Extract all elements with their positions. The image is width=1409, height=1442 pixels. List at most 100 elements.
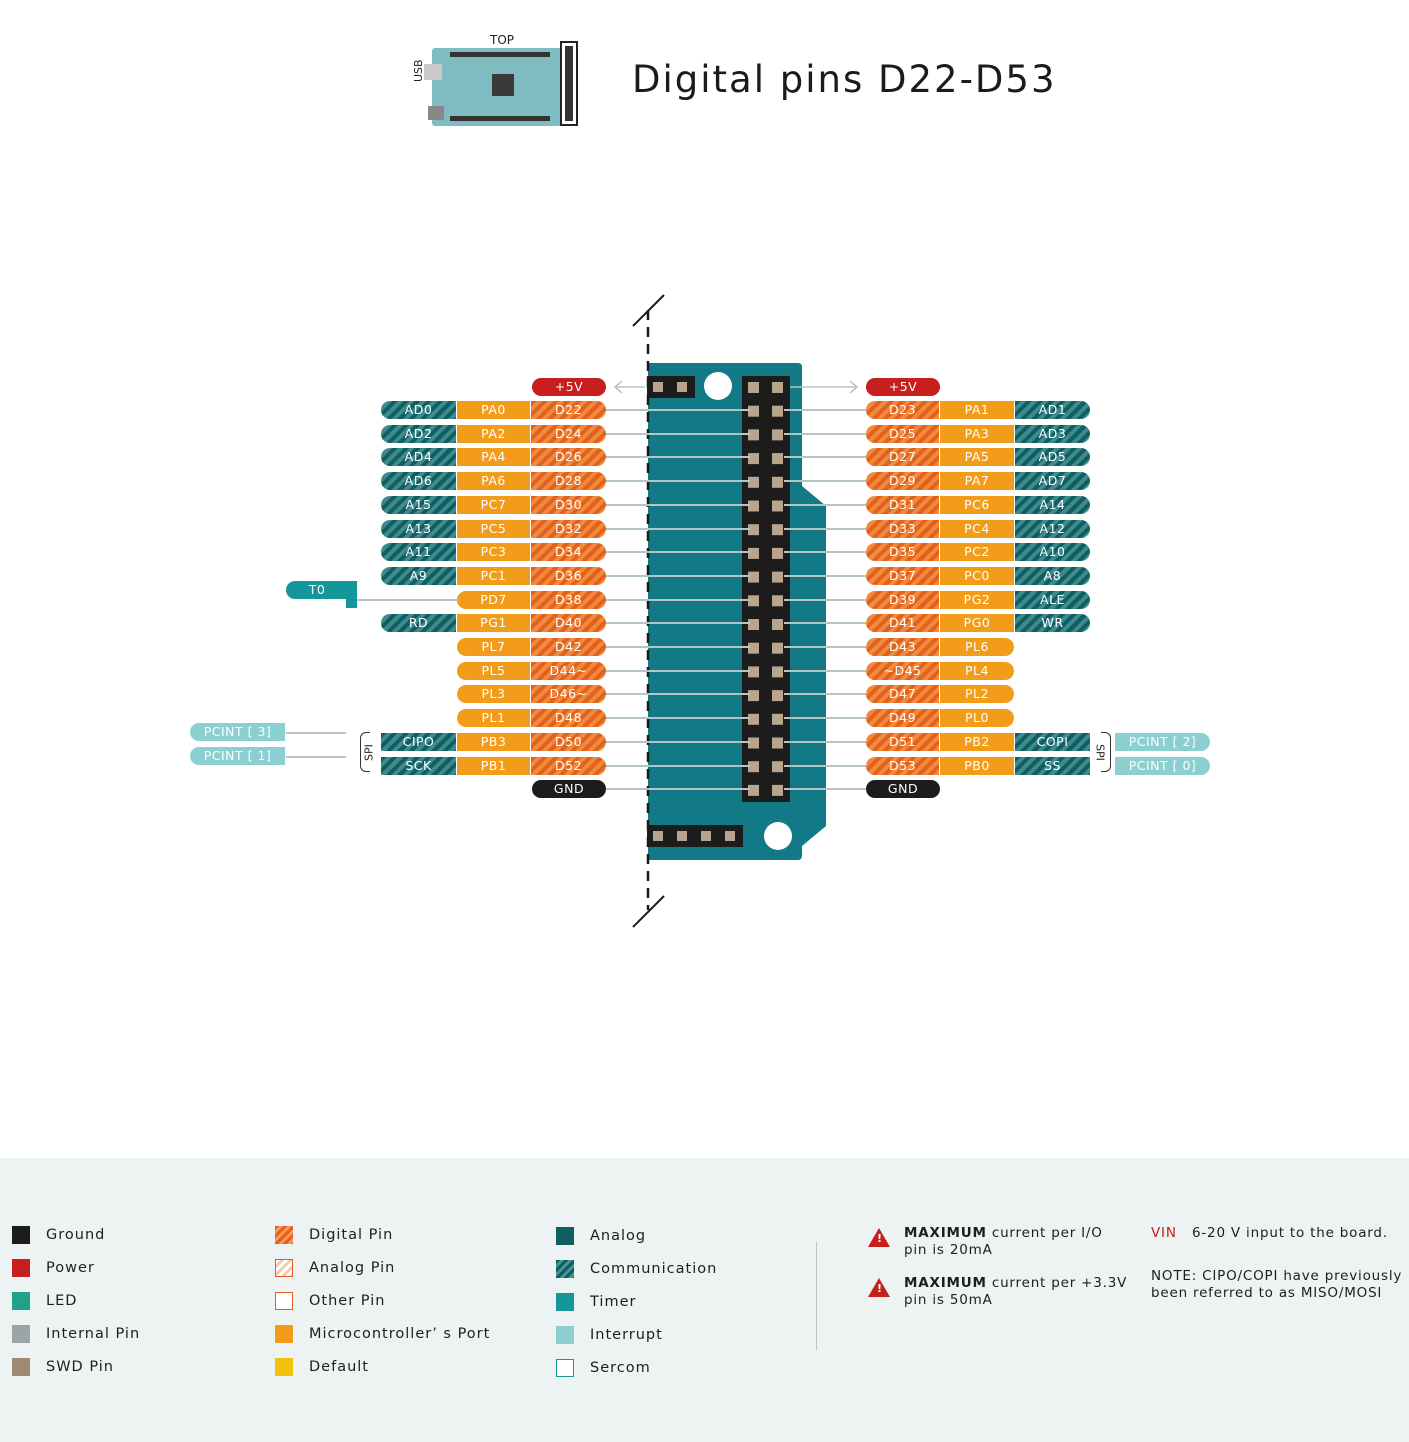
microcontroller-port-swatch — [275, 1325, 293, 1343]
ground-lead-left — [606, 788, 750, 790]
header-pin — [772, 666, 783, 678]
header-pin — [772, 405, 783, 417]
warning-text: MAXIMUM current per +3.3V pin is 50mA — [904, 1275, 1127, 1309]
port-label: PL3 — [457, 685, 530, 703]
ground-lead-right — [784, 788, 866, 790]
header-pin — [748, 713, 759, 725]
vin-label: VIN — [1151, 1225, 1177, 1241]
default-swatch — [275, 1358, 293, 1376]
header-pin — [748, 500, 759, 512]
header-pin — [748, 642, 759, 654]
interrupt-label: PCINT [ 1] — [190, 747, 285, 765]
cipo-copi-note: NOTE: CIPO/COPI have previously been ref… — [1151, 1268, 1402, 1302]
header-pin — [772, 737, 783, 749]
legend-divider — [816, 1242, 817, 1350]
alt-function-label: A11 — [381, 543, 456, 561]
digital-pin-label: D52 — [531, 757, 606, 775]
alt-function-label: WR — [1015, 614, 1090, 632]
header-pin — [748, 571, 759, 583]
power-swatch — [12, 1259, 30, 1277]
port-label: PA2 — [457, 425, 530, 443]
digital-pin-label: D28 — [531, 472, 606, 490]
alt-function-label: AD0 — [381, 401, 456, 419]
legend-label: Digital Pin — [309, 1227, 394, 1243]
digital-pin-label: D51 — [866, 733, 939, 751]
port-label: PC6 — [940, 496, 1014, 514]
alt-function-label: AD7 — [1015, 472, 1090, 490]
timer-label: T0 — [286, 581, 348, 599]
alt-function-label: AD6 — [381, 472, 456, 490]
port-label: PL0 — [940, 709, 1014, 727]
digital-pin-label: D43 — [866, 638, 939, 656]
header-pin — [748, 619, 759, 630]
header-pin — [772, 429, 783, 441]
port-label: PC7 — [457, 496, 530, 514]
legend-label: Sercom — [590, 1360, 651, 1376]
warning-icon: ! — [868, 1228, 890, 1247]
digital-pin-label: D37 — [866, 567, 939, 585]
interrupt-label: PCINT [ 3] — [190, 723, 285, 741]
digital-pin-label: D44~ — [531, 662, 606, 680]
header-pin — [748, 784, 759, 796]
alt-function-label: AD4 — [381, 448, 456, 466]
ground-swatch — [12, 1226, 30, 1244]
digital-pin-label: D26 — [531, 448, 606, 466]
port-label: PL2 — [940, 685, 1014, 703]
sercom-swatch — [556, 1359, 574, 1377]
header-pin — [772, 524, 783, 536]
port-label: PA5 — [940, 448, 1014, 466]
digital-pin-label: ~D45 — [866, 662, 939, 680]
legend-label: Other Pin — [309, 1293, 386, 1309]
digital-pin-label: D46~ — [531, 685, 606, 703]
thumb-usb-label: USB — [412, 59, 425, 82]
header-pin — [772, 571, 783, 583]
legend-label: SWD Pin — [46, 1359, 114, 1375]
warning-body: current per I/O — [986, 1225, 1103, 1241]
digital-pin-label: D36 — [531, 567, 606, 585]
port-label: PL4 — [940, 662, 1014, 680]
header-pin — [748, 429, 759, 441]
header-pin — [748, 405, 759, 417]
thumb-top-label: TOP — [489, 33, 514, 47]
alt-function-label: A14 — [1015, 496, 1090, 514]
alt-function-label: RD — [381, 614, 456, 632]
communication-swatch — [556, 1260, 574, 1278]
header-pin — [772, 690, 783, 702]
timer-lead — [357, 599, 457, 601]
port-label: PB1 — [457, 757, 530, 775]
header-pin — [772, 500, 783, 512]
spi-bracket-right — [1101, 732, 1111, 772]
header-pin — [748, 595, 759, 607]
digital-pin-label: D41 — [866, 614, 939, 632]
digital-pin-label: D22 — [531, 401, 606, 419]
header-pin — [772, 784, 783, 796]
spi-bracket-left — [360, 732, 370, 772]
legend-label: Communication — [590, 1261, 718, 1277]
digital-pin-label: D42 — [531, 638, 606, 656]
digital-pin-label: D38 — [531, 591, 606, 609]
digital-pin-label: D29 — [866, 472, 939, 490]
vin-note: VIN 6-20 V input to the board. — [1151, 1225, 1388, 1242]
port-label: PC5 — [457, 520, 530, 538]
warning-icon: ! — [868, 1278, 890, 1297]
header-pin — [748, 453, 759, 465]
port-label: PD7 — [457, 591, 530, 609]
alt-function-label: A8 — [1015, 567, 1090, 585]
digital-pin-label: D23 — [866, 401, 939, 419]
alt-function-label: ALE — [1015, 591, 1090, 609]
alt-function-label: SS — [1015, 757, 1090, 775]
digital-pin-label: D31 — [866, 496, 939, 514]
alt-function-label: A15 — [381, 496, 456, 514]
header-pin — [772, 642, 783, 654]
digital-pin-label: D32 — [531, 520, 606, 538]
port-label: PA6 — [457, 472, 530, 490]
header-pin — [772, 595, 783, 607]
digital-pin-label: D50 — [531, 733, 606, 751]
other-pin-swatch — [275, 1292, 293, 1310]
spi-label-left: SPI — [362, 744, 376, 761]
legend-panel: Ground Power LED Internal Pin SWD Pin Di… — [0, 1158, 1409, 1442]
port-label: PC1 — [457, 567, 530, 585]
header-pin — [772, 476, 783, 488]
header-pin — [748, 524, 759, 536]
digital-pin-label: D40 — [531, 614, 606, 632]
